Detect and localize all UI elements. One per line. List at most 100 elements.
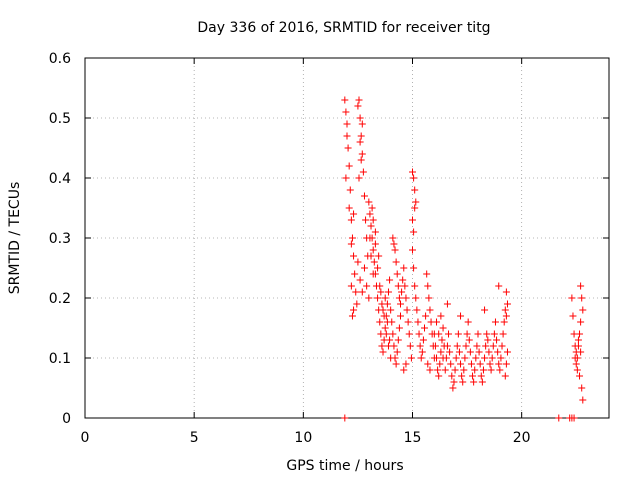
data-point bbox=[400, 366, 408, 374]
data-point bbox=[491, 318, 499, 326]
data-point bbox=[501, 306, 509, 314]
data-point bbox=[486, 360, 494, 368]
data-point bbox=[366, 210, 374, 218]
data-point bbox=[452, 354, 460, 362]
data-point bbox=[363, 282, 371, 290]
data-point bbox=[425, 294, 433, 302]
data-point bbox=[410, 264, 418, 272]
data-point bbox=[402, 360, 410, 368]
data-point bbox=[356, 276, 364, 284]
data-point bbox=[346, 186, 354, 194]
data-point bbox=[380, 312, 388, 320]
data-point bbox=[419, 336, 427, 344]
data-point bbox=[376, 318, 384, 326]
data-point bbox=[495, 360, 503, 368]
data-point bbox=[479, 366, 487, 374]
data-point bbox=[405, 330, 413, 338]
data-point bbox=[411, 204, 419, 212]
data-point bbox=[394, 282, 402, 290]
data-point bbox=[360, 192, 368, 200]
data-point bbox=[457, 360, 465, 368]
data-point bbox=[345, 162, 353, 170]
data-point bbox=[417, 354, 425, 362]
data-point bbox=[446, 348, 454, 356]
data-point bbox=[379, 306, 387, 314]
data-point bbox=[407, 354, 415, 362]
data-point bbox=[578, 384, 586, 392]
data-point bbox=[410, 174, 418, 182]
y-tick-label: 0.4 bbox=[49, 171, 71, 187]
data-point bbox=[374, 294, 382, 302]
x-tick-label: 20 bbox=[513, 430, 531, 446]
data-point bbox=[409, 216, 416, 224]
data-point bbox=[495, 282, 503, 290]
data-point bbox=[343, 120, 351, 128]
data-point bbox=[502, 360, 510, 368]
data-point bbox=[411, 186, 419, 194]
data-point bbox=[441, 366, 449, 374]
data-point bbox=[576, 372, 584, 380]
data-point bbox=[376, 282, 384, 290]
data-point bbox=[435, 372, 443, 380]
data-point bbox=[570, 414, 578, 422]
data-point bbox=[360, 264, 368, 272]
data-point bbox=[579, 396, 587, 404]
data-point bbox=[358, 150, 366, 158]
x-axis: 0 5 10 15 20 bbox=[81, 58, 531, 446]
data-point bbox=[578, 294, 586, 302]
data-point bbox=[574, 342, 582, 350]
data-point bbox=[577, 282, 585, 290]
data-point bbox=[394, 336, 402, 344]
data-point bbox=[460, 366, 468, 374]
data-point bbox=[393, 270, 401, 278]
data-point bbox=[382, 330, 390, 338]
data-point bbox=[371, 240, 379, 248]
data-points bbox=[341, 96, 587, 422]
data-point bbox=[362, 216, 370, 224]
data-point bbox=[393, 348, 401, 356]
data-point bbox=[485, 348, 493, 356]
data-point bbox=[418, 348, 426, 356]
data-point bbox=[350, 306, 358, 314]
data-point bbox=[467, 360, 475, 368]
data-point bbox=[424, 360, 432, 368]
data-point bbox=[378, 300, 386, 308]
data-point bbox=[503, 348, 511, 356]
data-point bbox=[354, 258, 362, 266]
data-point bbox=[409, 246, 416, 254]
data-point bbox=[438, 336, 446, 344]
data-point bbox=[356, 114, 364, 122]
x-axis-label: GPS time / hours bbox=[286, 458, 403, 474]
data-point bbox=[370, 258, 378, 266]
y-tick-label: 0 bbox=[62, 411, 71, 427]
data-point bbox=[392, 258, 400, 266]
data-point bbox=[422, 312, 430, 320]
data-point bbox=[365, 198, 373, 206]
data-point bbox=[469, 372, 477, 380]
data-point bbox=[410, 228, 418, 236]
data-point bbox=[576, 330, 584, 338]
data-point bbox=[416, 342, 424, 350]
data-point bbox=[404, 318, 412, 326]
data-point bbox=[474, 330, 482, 338]
data-point bbox=[459, 378, 467, 386]
data-point bbox=[355, 96, 363, 104]
data-point bbox=[472, 354, 480, 362]
data-point bbox=[350, 210, 358, 218]
y-axis-label: SRMTID / TECUs bbox=[7, 182, 23, 295]
data-point bbox=[443, 342, 451, 350]
data-point bbox=[357, 132, 365, 140]
data-point bbox=[568, 294, 576, 302]
data-point bbox=[498, 342, 506, 350]
data-point bbox=[379, 348, 387, 356]
data-point bbox=[451, 366, 459, 374]
data-point bbox=[572, 360, 580, 368]
data-point bbox=[414, 318, 422, 326]
data-point bbox=[447, 360, 455, 368]
data-point bbox=[501, 372, 509, 380]
data-point bbox=[355, 174, 363, 182]
data-point bbox=[398, 288, 406, 296]
data-point bbox=[477, 372, 485, 380]
data-point bbox=[377, 288, 385, 296]
data-point bbox=[573, 366, 581, 374]
